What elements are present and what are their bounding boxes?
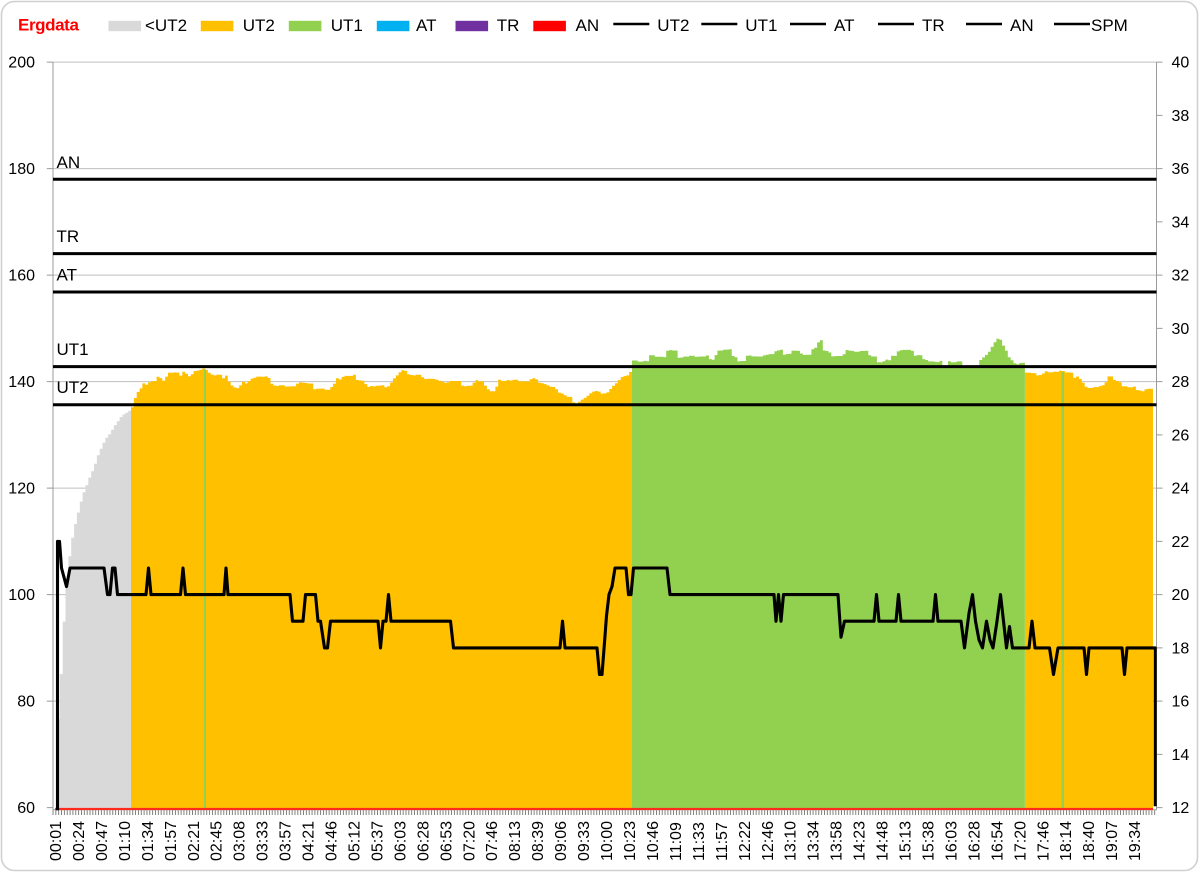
svg-text:07:46: 07:46 xyxy=(484,821,501,861)
svg-text:26: 26 xyxy=(1172,427,1190,444)
svg-text:Ergdata: Ergdata xyxy=(18,16,79,35)
svg-text:03:57: 03:57 xyxy=(278,821,295,861)
svg-text:18:40: 18:40 xyxy=(1081,821,1098,861)
svg-text:01:57: 01:57 xyxy=(163,821,180,861)
svg-text:18: 18 xyxy=(1172,640,1190,657)
svg-text:UT1: UT1 xyxy=(745,16,777,35)
svg-text:07:20: 07:20 xyxy=(461,821,478,861)
svg-text:12:46: 12:46 xyxy=(760,821,777,861)
svg-text:06:53: 06:53 xyxy=(438,821,455,861)
svg-text:100: 100 xyxy=(8,587,35,604)
svg-text:16: 16 xyxy=(1172,694,1190,711)
svg-text:15:13: 15:13 xyxy=(898,821,915,861)
svg-text:08:13: 08:13 xyxy=(507,821,524,861)
svg-text:28: 28 xyxy=(1172,374,1190,391)
svg-text:10:00: 10:00 xyxy=(599,821,616,861)
svg-text:40: 40 xyxy=(1172,55,1190,72)
svg-text:03:33: 03:33 xyxy=(255,821,272,861)
svg-text:TR: TR xyxy=(57,227,80,246)
svg-text:AT: AT xyxy=(57,266,77,285)
svg-text:<UT2: <UT2 xyxy=(145,16,187,35)
svg-text:14:48: 14:48 xyxy=(875,821,892,861)
svg-text:32: 32 xyxy=(1172,268,1190,285)
svg-text:SPM: SPM xyxy=(1091,16,1128,35)
svg-text:06:28: 06:28 xyxy=(415,821,432,861)
svg-text:UT1: UT1 xyxy=(331,16,363,35)
svg-text:16:28: 16:28 xyxy=(966,821,983,861)
svg-text:180: 180 xyxy=(8,161,35,178)
svg-text:38: 38 xyxy=(1172,108,1190,125)
svg-text:04:21: 04:21 xyxy=(301,821,318,861)
svg-text:13:58: 13:58 xyxy=(829,821,846,861)
svg-text:UT1: UT1 xyxy=(57,340,89,359)
svg-text:05:37: 05:37 xyxy=(369,821,386,861)
svg-text:08:39: 08:39 xyxy=(530,821,547,861)
svg-text:11:33: 11:33 xyxy=(691,822,708,861)
svg-text:16:03: 16:03 xyxy=(943,821,960,861)
svg-text:00:47: 00:47 xyxy=(94,821,111,861)
svg-text:AN: AN xyxy=(1010,16,1034,35)
svg-text:01:34: 01:34 xyxy=(140,821,157,861)
svg-text:04:46: 04:46 xyxy=(324,821,341,861)
svg-text:UT2: UT2 xyxy=(243,16,275,35)
svg-text:160: 160 xyxy=(8,268,35,285)
svg-text:05:12: 05:12 xyxy=(346,821,363,861)
svg-text:13:34: 13:34 xyxy=(806,821,823,861)
svg-text:AT: AT xyxy=(416,16,436,35)
svg-text:13:10: 13:10 xyxy=(783,821,800,861)
svg-text:UT2: UT2 xyxy=(657,16,689,35)
svg-text:06:03: 06:03 xyxy=(392,821,409,861)
svg-text:01:10: 01:10 xyxy=(117,821,134,861)
svg-text:22: 22 xyxy=(1172,534,1190,551)
svg-text:09:06: 09:06 xyxy=(553,821,570,861)
svg-text:TR: TR xyxy=(922,16,945,35)
svg-text:AN: AN xyxy=(576,16,600,35)
svg-text:TR: TR xyxy=(497,16,520,35)
svg-text:19:07: 19:07 xyxy=(1104,821,1121,861)
svg-text:02:21: 02:21 xyxy=(186,821,203,861)
svg-text:00:24: 00:24 xyxy=(71,821,88,861)
svg-text:14:23: 14:23 xyxy=(852,821,869,861)
svg-text:10:23: 10:23 xyxy=(622,821,639,861)
svg-text:11:57: 11:57 xyxy=(714,822,731,861)
svg-text:15:38: 15:38 xyxy=(920,821,937,861)
svg-text:03:08: 03:08 xyxy=(232,821,249,861)
svg-text:18:14: 18:14 xyxy=(1058,821,1075,861)
svg-text:60: 60 xyxy=(17,800,35,817)
svg-text:120: 120 xyxy=(8,481,35,498)
svg-text:10:46: 10:46 xyxy=(645,821,662,861)
svg-text:17:46: 17:46 xyxy=(1035,821,1052,861)
svg-text:12:22: 12:22 xyxy=(737,821,754,861)
svg-text:12: 12 xyxy=(1172,800,1190,817)
svg-text:02:45: 02:45 xyxy=(209,821,226,861)
svg-text:20: 20 xyxy=(1172,587,1190,604)
svg-text:200: 200 xyxy=(8,55,35,72)
svg-text:30: 30 xyxy=(1172,321,1190,338)
svg-text:00:01: 00:01 xyxy=(48,821,65,861)
svg-text:11:09: 11:09 xyxy=(668,822,685,861)
svg-text:19:34: 19:34 xyxy=(1127,821,1144,861)
svg-text:AN: AN xyxy=(57,153,81,172)
svg-text:36: 36 xyxy=(1172,161,1190,178)
svg-text:AT: AT xyxy=(834,16,854,35)
svg-text:140: 140 xyxy=(8,374,35,391)
svg-text:34: 34 xyxy=(1172,214,1190,231)
svg-text:14: 14 xyxy=(1172,747,1190,764)
svg-text:80: 80 xyxy=(17,694,35,711)
svg-text:17:20: 17:20 xyxy=(1012,821,1029,861)
svg-text:16:54: 16:54 xyxy=(989,821,1006,861)
svg-text:24: 24 xyxy=(1172,481,1190,498)
svg-text:09:33: 09:33 xyxy=(576,821,593,861)
svg-text:UT2: UT2 xyxy=(57,378,89,397)
